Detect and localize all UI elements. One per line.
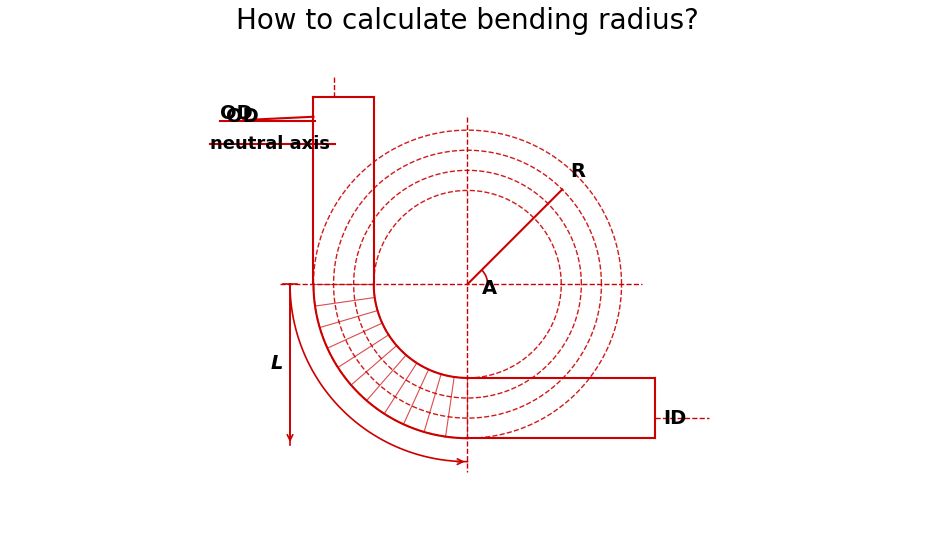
Text: OD: OD [226,107,259,126]
Text: OD: OD [220,104,252,123]
Text: neutral axis: neutral axis [209,135,330,153]
Title: How to calculate bending radius?: How to calculate bending radius? [236,7,699,35]
Text: R: R [570,163,585,182]
Text: L: L [270,354,282,373]
Text: A: A [482,279,497,298]
Text: ID: ID [663,409,686,428]
